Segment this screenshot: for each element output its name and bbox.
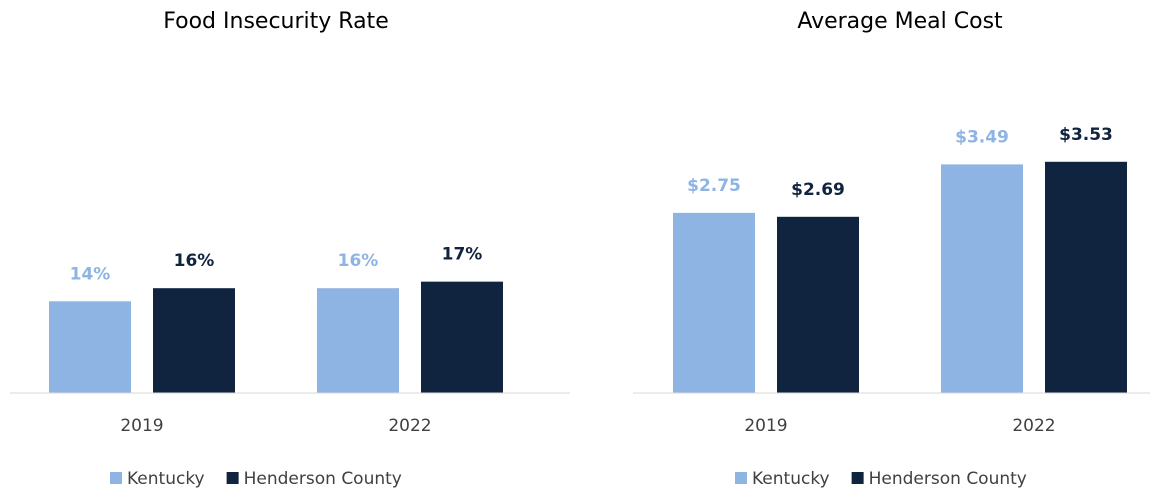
data-label: $2.75	[687, 176, 741, 196]
chart-title: Average Meal Cost	[797, 9, 1003, 34]
legend-label: Kentucky	[752, 469, 830, 489]
data-label: 16%	[338, 251, 379, 271]
data-label: 17%	[442, 245, 483, 265]
bar	[941, 164, 1023, 393]
x-tick-label: 2022	[388, 416, 431, 436]
data-label: $3.49	[955, 127, 1009, 147]
legend-swatch	[735, 472, 747, 484]
chart-title: Food Insecurity Rate	[163, 9, 388, 34]
x-tick-label: 2019	[744, 416, 787, 436]
data-label: $3.53	[1059, 125, 1113, 145]
bar	[1045, 161, 1127, 393]
bar	[153, 288, 235, 393]
data-label: 16%	[174, 251, 215, 271]
legend-label: Kentucky	[127, 469, 205, 489]
bar	[777, 216, 859, 393]
chart: Average Meal Cost 2019 $2.75 $2.69 2022 $3.49…	[633, 9, 1150, 489]
x-tick-label: 2022	[1012, 416, 1055, 436]
x-tick-label: 2019	[120, 416, 163, 436]
legend-label: Henderson County	[869, 469, 1027, 489]
data-label: $2.69	[791, 180, 845, 200]
chart: Food Insecurity Rate 2019 14% 16% 2022 16% 17%…	[10, 9, 570, 489]
legend-label: Henderson County	[244, 469, 402, 489]
bar	[49, 301, 131, 393]
data-label: 14%	[70, 264, 111, 284]
bar	[317, 288, 399, 393]
bar	[673, 212, 755, 393]
legend-swatch	[110, 472, 122, 484]
bar	[421, 281, 503, 393]
legend-swatch	[851, 472, 864, 484]
legend-swatch	[226, 472, 239, 484]
